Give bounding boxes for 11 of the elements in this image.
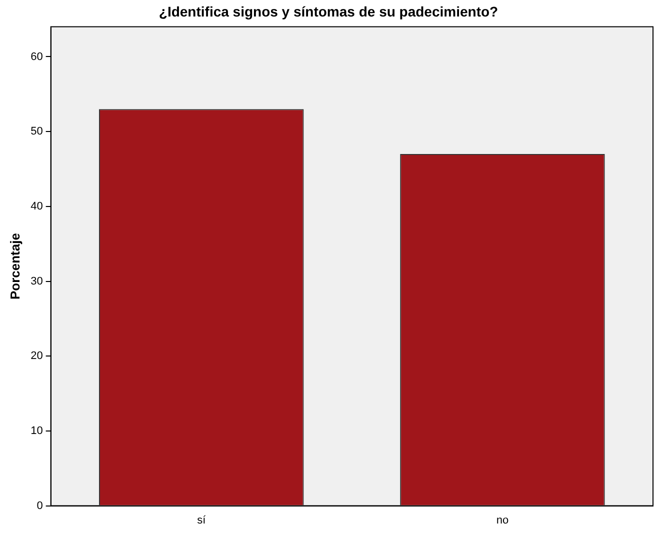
y-tick-label: 60 [30, 50, 43, 63]
y-tick-label: 10 [30, 424, 43, 437]
y-tick-label: 50 [30, 126, 43, 138]
y-tick-label: 40 [30, 200, 43, 212]
y-tick-label: 30 [30, 275, 43, 288]
y-tick-label: 20 [30, 350, 43, 362]
chart-title: ¿Identifica signos y síntomas de su padecimiento? [158, 3, 498, 20]
x-tick-label: sí [197, 514, 207, 526]
x-tick-label: no [496, 514, 509, 526]
y-axis-title: Porcentaje [7, 233, 22, 300]
y-tick-label: 0 [36, 500, 43, 512]
